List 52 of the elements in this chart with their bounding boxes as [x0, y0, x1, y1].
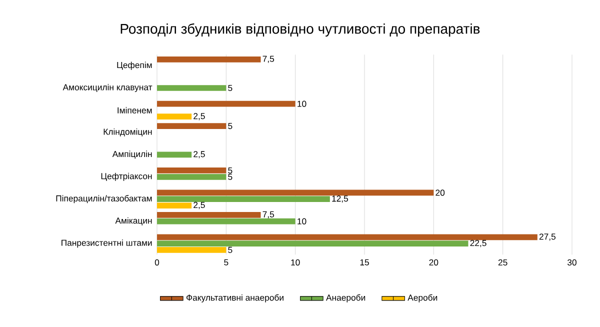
data-label: 27,5 — [539, 234, 556, 241]
bar — [157, 212, 261, 218]
bar — [157, 123, 226, 129]
bar — [157, 85, 226, 91]
x-tick-label: 30 — [568, 259, 576, 266]
y-tick-label: Амікацин — [115, 217, 152, 226]
bar — [157, 196, 330, 202]
y-tick-label: Амоксицилін клавунат — [62, 84, 152, 92]
x-tick-label: 0 — [154, 259, 160, 266]
x-tick-label: 10 — [291, 259, 300, 266]
y-tick-label: Цефтріаксон — [101, 172, 152, 181]
bar — [157, 234, 538, 240]
data-label: 12,5 — [332, 196, 348, 203]
bar — [157, 218, 296, 224]
bar — [157, 114, 192, 120]
data-label: 20 — [436, 190, 445, 196]
bar — [157, 240, 468, 246]
x-tick-label: 25 — [498, 259, 508, 266]
data-label: 5 — [228, 84, 232, 92]
y-tick-label: Кліндоміцин — [104, 128, 152, 136]
data-label: 10 — [298, 218, 306, 224]
y-tick-label: Ампіцилін — [112, 150, 152, 159]
y-tick-label: Іміпенем — [118, 107, 152, 114]
data-label: 5 — [228, 174, 232, 180]
data-label: 22,5 — [470, 240, 486, 248]
legend-label: Аероби — [408, 294, 438, 302]
data-label: 5 — [228, 167, 232, 174]
legend-label: Факультативні анаероби — [186, 294, 284, 302]
legend-label: Анаероби — [326, 294, 366, 302]
bar — [157, 56, 261, 62]
data-label: 7,5 — [262, 56, 274, 63]
bar — [157, 152, 192, 158]
data-label: 10 — [298, 100, 306, 107]
data-label: 5 — [228, 246, 232, 253]
chart-title: Розподіл збудників відповідно чутливості до препаратів — [120, 23, 480, 37]
bar — [157, 190, 434, 196]
data-label: 5 — [228, 123, 232, 130]
x-tick-label: 5 — [224, 259, 228, 266]
data-label: 2,5 — [194, 151, 205, 158]
bar — [157, 247, 226, 253]
y-tick-label: Піперацилін/тазобактам — [56, 195, 152, 204]
data-label: 7,5 — [262, 211, 274, 218]
y-tick-label: Цефепім — [117, 62, 152, 70]
bar — [157, 168, 226, 174]
data-label: 2,5 — [194, 113, 205, 120]
y-tick-label: Панрезистентні штами — [62, 240, 152, 248]
bar — [157, 174, 226, 180]
x-tick-label: 15 — [360, 259, 369, 266]
bar — [157, 100, 296, 107]
x-tick-label: 20 — [429, 259, 438, 266]
data-label: 2,5 — [194, 202, 205, 210]
bar — [157, 202, 192, 208]
